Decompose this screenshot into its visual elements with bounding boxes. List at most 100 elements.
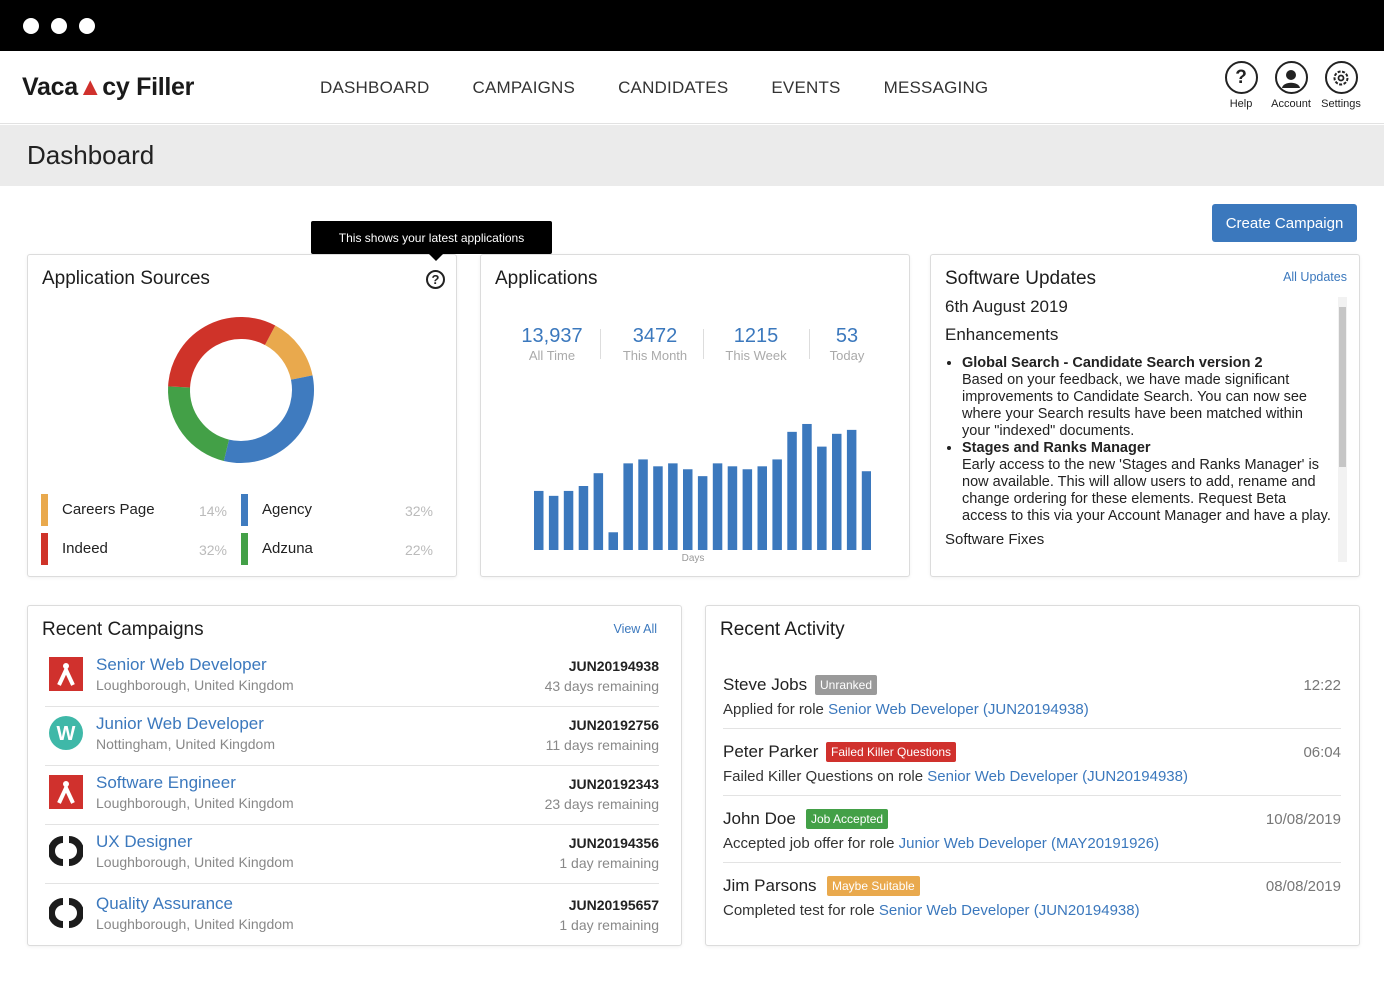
legend-percent: 14% <box>198 503 227 519</box>
app-logo[interactable]: Vaca▲cy Filler <box>22 73 194 102</box>
legend-percent: 22% <box>404 542 433 558</box>
campaign-row[interactable]: Quality Assurance Loughborough, United K… <box>45 888 659 946</box>
donut-slice-agency <box>223 375 314 463</box>
candidate-name[interactable]: Steve Jobs <box>723 675 808 694</box>
chart-bar <box>653 466 663 550</box>
recent-activity-card: Recent Activity Steve Jobs Unranked 12:2… <box>705 605 1360 946</box>
legend-adzuna: Adzuna 22% <box>241 533 441 565</box>
campaign-row[interactable]: Senior Web Developer Loughborough, Unite… <box>45 649 659 707</box>
candidate-name[interactable]: John Doe <box>723 809 796 828</box>
campaign-code: JUN20192343 <box>568 776 659 792</box>
applications-card: Applications 13,937 All Time 3472 This M… <box>480 254 910 577</box>
stat-caption: This Month <box>622 348 688 363</box>
campaign-code: JUN20192756 <box>568 717 659 733</box>
campaign-location: Loughborough, United Kingdom <box>96 916 294 932</box>
chart-bar <box>593 473 604 550</box>
logo-mark-icon: ▲ <box>77 73 103 101</box>
activity-text: Failed Killer Questions on role <box>723 768 928 785</box>
software-updates-card: Software Updates All Updates 6th August … <box>930 254 1360 577</box>
logo-text-start: Vaca <box>22 73 78 101</box>
legend-swatch <box>241 494 248 526</box>
role-link[interactable]: Junior Web Developer (MAY20191926) <box>898 835 1160 852</box>
legend-agency: Agency 32% <box>241 494 441 526</box>
help-button[interactable]: ? Help <box>1216 61 1266 110</box>
campaign-title[interactable]: Senior Web Developer <box>96 655 267 674</box>
activity-text: Completed test for role <box>723 902 879 919</box>
campaign-code: JUN20195657 <box>568 897 659 913</box>
update-body: Based on your feedback, we have made sig… <box>962 372 1307 439</box>
chart-bar <box>727 466 738 550</box>
role-link[interactable]: Senior Web Developer (JUN20194938) <box>927 768 1188 785</box>
candidate-name[interactable]: Jim Parsons <box>723 876 817 895</box>
updates-scrollbar[interactable] <box>1338 297 1347 562</box>
chart-bar <box>548 495 559 550</box>
chart-bar <box>772 459 782 550</box>
help-icon[interactable]: ? <box>426 270 445 289</box>
activity-description: Failed Killer Questions on role Senior W… <box>723 768 1188 785</box>
window-dot-minimize[interactable] <box>51 18 67 34</box>
chart-bar <box>846 429 857 550</box>
chart-bar <box>608 532 618 550</box>
nav-events[interactable]: EVENTS <box>771 78 841 97</box>
stat-all-time: 13,937 All Time <box>519 325 585 363</box>
company-logo-icon: W <box>49 716 83 750</box>
status-badge: Failed Killer Questions <box>826 742 957 762</box>
role-link[interactable]: Senior Web Developer (JUN20194938) <box>878 902 1140 919</box>
campaign-row[interactable]: W Junior Web Developer Nottingham, Unite… <box>45 708 659 766</box>
activity-description: Applied for role Senior Web Developer (J… <box>723 701 1089 718</box>
view-all-link[interactable]: View All <box>613 622 657 636</box>
window-dot-maximize[interactable] <box>79 18 95 34</box>
app-header: Vaca▲cy Filler DASHBOARD CAMPAIGNS CANDI… <box>0 51 1384 124</box>
card-title: Applications <box>495 268 598 289</box>
chart-bar <box>668 463 678 550</box>
account-button[interactable]: Account <box>1266 61 1316 110</box>
chart-bar <box>817 446 827 550</box>
account-icon <box>1274 61 1308 94</box>
role-link[interactable]: Senior Web Developer (JUN20194938) <box>828 701 1089 718</box>
activity-row[interactable]: Jim Parsons Maybe Suitable 08/08/2019 Co… <box>723 862 1341 930</box>
stat-value: 53 <box>835 325 859 347</box>
chart-bar <box>563 490 574 550</box>
candidate-name[interactable]: Peter Parker <box>723 742 819 761</box>
stat-divider <box>600 329 601 359</box>
create-campaign-button[interactable]: Create Campaign <box>1212 204 1357 242</box>
campaign-location: Nottingham, United Kingdom <box>96 736 275 752</box>
window-dot-close[interactable] <box>23 18 39 34</box>
nav-candidates[interactable]: CANDIDATES <box>618 78 729 97</box>
settings-button[interactable]: Settings <box>1316 61 1366 110</box>
scrollbar-thumb[interactable] <box>1339 307 1346 467</box>
campaign-location: Loughborough, United Kingdom <box>96 795 294 811</box>
sources-donut-chart <box>168 317 314 463</box>
nav-messaging[interactable]: MESSAGING <box>883 78 989 97</box>
campaign-title[interactable]: Software Engineer <box>96 773 236 792</box>
activity-time: 12:22 <box>1303 677 1341 694</box>
campaign-remaining: 1 day remaining <box>559 855 659 871</box>
stat-caption: All Time <box>528 348 576 363</box>
activity-row[interactable]: John Doe Job Accepted 10/08/2019 Accepte… <box>723 795 1341 863</box>
campaign-title[interactable]: Junior Web Developer <box>96 714 264 733</box>
campaign-title[interactable]: Quality Assurance <box>96 894 234 913</box>
campaign-row[interactable]: UX Designer Loughborough, United Kingdom… <box>45 826 659 884</box>
campaign-location: Loughborough, United Kingdom <box>96 677 294 693</box>
campaign-title[interactable]: UX Designer <box>96 832 193 851</box>
all-updates-link[interactable]: All Updates <box>1283 270 1347 284</box>
chart-bar <box>802 423 812 550</box>
chart-bar <box>861 471 871 550</box>
legend-percent: 32% <box>404 503 433 519</box>
activity-row[interactable]: Steve Jobs Unranked 12:22 Applied for ro… <box>723 661 1341 729</box>
company-logo-icon <box>49 898 83 928</box>
nav-campaigns[interactable]: CAMPAIGNS <box>472 78 576 97</box>
chart-bar <box>623 463 633 550</box>
updates-content[interactable]: 6th August 2019 Enhancements Global Sear… <box>945 297 1335 562</box>
campaign-row[interactable]: Software Engineer Loughborough, United K… <box>45 767 659 825</box>
activity-row[interactable]: Peter Parker Failed Killer Questions 06:… <box>723 728 1341 796</box>
activity-time: 06:04 <box>1303 744 1341 761</box>
stat-caption: Today <box>829 348 865 363</box>
nav-dashboard[interactable]: DASHBOARD <box>320 78 430 97</box>
settings-label: Settings <box>1321 98 1361 110</box>
activity-description: Accepted job offer for role Junior Web D… <box>723 835 1159 852</box>
campaign-remaining: 11 days remaining <box>545 737 659 753</box>
legend-careers-page: Careers Page 14% <box>41 494 231 526</box>
legend-label: Adzuna <box>262 540 313 557</box>
update-date: 6th August 2019 <box>945 297 1068 316</box>
